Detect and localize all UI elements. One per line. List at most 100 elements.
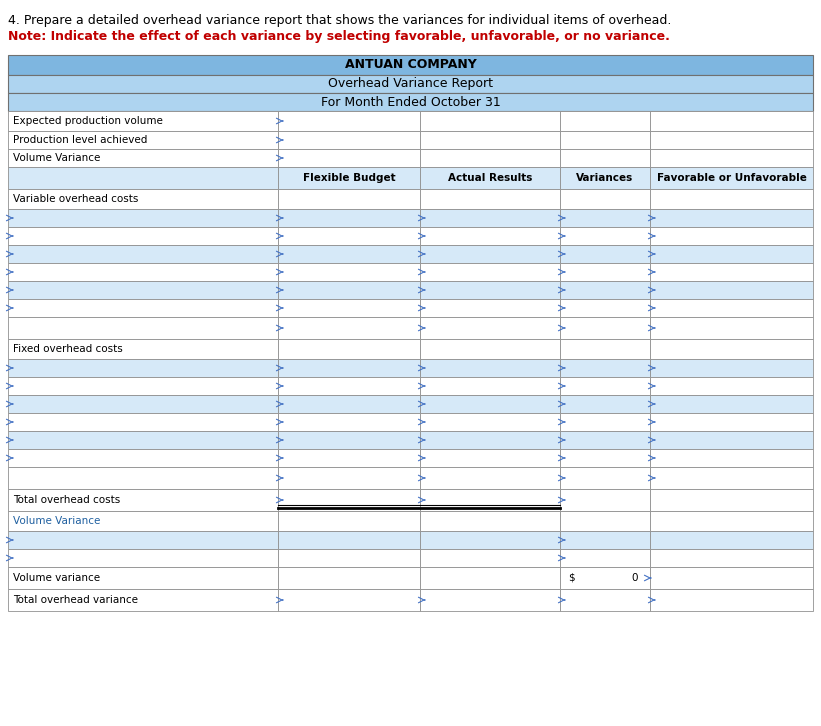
Bar <box>8 489 278 511</box>
Bar <box>278 227 420 245</box>
Bar <box>420 263 560 281</box>
Bar <box>278 245 420 263</box>
Bar <box>8 339 278 359</box>
Bar <box>8 413 278 431</box>
Bar <box>650 189 813 209</box>
Bar <box>420 189 560 209</box>
Text: Production level achieved: Production level achieved <box>13 135 148 145</box>
Text: Note: Indicate the effect of each variance by selecting favorable, unfavorable, : Note: Indicate the effect of each varian… <box>8 30 670 43</box>
Bar <box>278 467 420 489</box>
Bar <box>278 263 420 281</box>
Bar <box>8 245 278 263</box>
Bar <box>650 167 813 189</box>
Bar <box>560 377 650 395</box>
Bar <box>650 449 813 467</box>
Text: Flexible Budget: Flexible Budget <box>303 173 396 183</box>
Text: Volume Variance: Volume Variance <box>13 153 100 163</box>
Bar <box>278 377 420 395</box>
Bar <box>278 531 420 549</box>
Bar <box>420 209 560 227</box>
Text: Variable overhead costs: Variable overhead costs <box>13 194 139 204</box>
Bar <box>420 467 560 489</box>
Bar <box>420 245 560 263</box>
Bar <box>278 413 420 431</box>
Bar <box>560 467 650 489</box>
Bar <box>8 227 278 245</box>
Text: Total overhead variance: Total overhead variance <box>13 595 138 605</box>
Bar <box>278 131 420 149</box>
Bar <box>278 359 420 377</box>
Text: Total overhead costs: Total overhead costs <box>13 495 120 505</box>
Text: $: $ <box>568 573 575 583</box>
Text: Variances: Variances <box>576 173 634 183</box>
Bar <box>650 413 813 431</box>
Bar <box>8 93 813 111</box>
Bar <box>8 549 278 567</box>
Bar <box>420 431 560 449</box>
Bar <box>278 111 420 131</box>
Bar <box>8 395 278 413</box>
Text: 4. Prepare a detailed overhead variance report that shows the variances for indi: 4. Prepare a detailed overhead variance … <box>8 14 672 27</box>
Bar <box>420 339 560 359</box>
Bar <box>650 209 813 227</box>
Text: Expected production volume: Expected production volume <box>13 116 163 126</box>
Bar <box>420 359 560 377</box>
Bar <box>278 431 420 449</box>
Bar <box>8 209 278 227</box>
Bar <box>560 245 650 263</box>
Bar <box>8 589 278 611</box>
Bar <box>650 431 813 449</box>
Bar <box>650 299 813 317</box>
Bar <box>650 263 813 281</box>
Bar <box>650 511 813 531</box>
Bar <box>420 281 560 299</box>
Bar <box>420 589 560 611</box>
Text: Actual Results: Actual Results <box>447 173 532 183</box>
Bar <box>650 227 813 245</box>
Bar <box>8 75 813 93</box>
Bar <box>650 589 813 611</box>
Bar <box>650 245 813 263</box>
Bar <box>560 131 650 149</box>
Bar <box>560 209 650 227</box>
Bar <box>560 511 650 531</box>
Bar <box>278 209 420 227</box>
Bar <box>560 149 650 167</box>
Bar <box>650 317 813 339</box>
Bar <box>8 167 278 189</box>
Bar <box>420 567 560 589</box>
Bar <box>560 395 650 413</box>
Bar <box>650 489 813 511</box>
Bar <box>560 317 650 339</box>
Bar <box>560 227 650 245</box>
Bar <box>278 317 420 339</box>
Bar <box>8 449 278 467</box>
Bar <box>560 489 650 511</box>
Text: Overhead Variance Report: Overhead Variance Report <box>328 78 493 91</box>
Bar <box>560 299 650 317</box>
Bar <box>278 189 420 209</box>
Text: ANTUAN COMPANY: ANTUAN COMPANY <box>345 59 476 71</box>
Bar <box>650 281 813 299</box>
Bar <box>420 131 560 149</box>
Bar <box>650 339 813 359</box>
Bar <box>8 377 278 395</box>
Bar <box>560 111 650 131</box>
Bar <box>8 531 278 549</box>
Bar <box>278 339 420 359</box>
Text: Volume variance: Volume variance <box>13 573 100 583</box>
Bar <box>560 531 650 549</box>
Bar <box>560 167 650 189</box>
Bar <box>420 149 560 167</box>
Bar <box>8 467 278 489</box>
Bar <box>420 413 560 431</box>
Text: 0: 0 <box>631 573 638 583</box>
Bar <box>560 263 650 281</box>
Bar <box>650 111 813 131</box>
Bar <box>278 567 420 589</box>
Bar <box>8 431 278 449</box>
Text: Favorable or Unfavorable: Favorable or Unfavorable <box>657 173 806 183</box>
Bar <box>278 511 420 531</box>
Bar <box>8 281 278 299</box>
Text: Fixed overhead costs: Fixed overhead costs <box>13 344 123 354</box>
